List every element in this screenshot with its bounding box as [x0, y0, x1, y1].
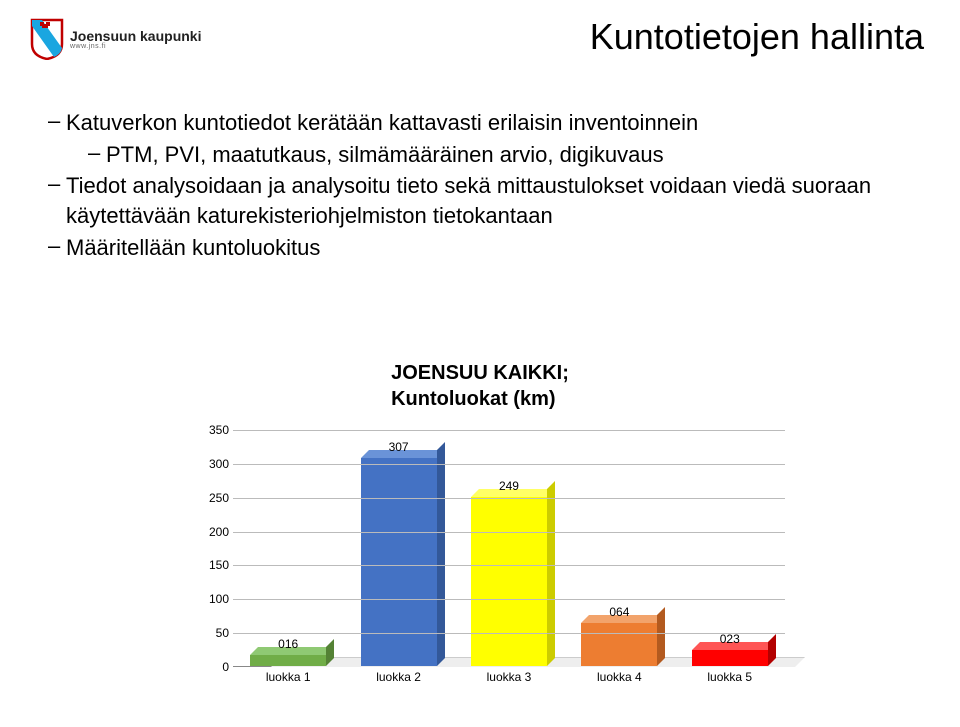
bar-side-face — [768, 634, 776, 666]
bullet-1a: – PTM, PVI, maatutkaus, silmämääräinen a… — [88, 140, 912, 170]
bar-value-label: 023 — [692, 632, 768, 646]
y-tick-label: 0 — [222, 660, 229, 674]
grid-line — [233, 464, 785, 465]
grid-line — [233, 532, 785, 533]
grid-line — [233, 599, 785, 600]
plot-area: 016 307 249 064 023 — [233, 430, 785, 667]
chart-title-line1: JOENSUU KAIKKI; — [391, 360, 569, 386]
chart-title-line2: Kuntoluokat (km) — [391, 386, 569, 412]
x-tick-label: luokka 2 — [361, 670, 437, 684]
bar-value-label: 064 — [581, 605, 657, 619]
dash-icon: – — [88, 140, 106, 166]
dash-icon: – — [48, 108, 66, 134]
bar-value-label: 249 — [471, 479, 547, 493]
bar-value-label: 307 — [361, 440, 437, 454]
x-tick-label: luokka 4 — [581, 670, 657, 684]
y-tick-label: 350 — [209, 423, 229, 437]
y-tick-label: 250 — [209, 491, 229, 505]
content-block: – Katuverkon kuntotiedot kerätään kattav… — [48, 108, 912, 264]
bullet-3: – Määritellään kuntoluokitus — [48, 233, 912, 263]
chart-title: JOENSUU KAIKKI; Kuntoluokat (km) — [391, 360, 569, 412]
page-title: Kuntotietojen hallinta — [590, 16, 924, 58]
bar: 016 — [250, 655, 326, 666]
y-tick-label: 300 — [209, 457, 229, 471]
y-axis: 050100150200250300350 — [195, 430, 233, 667]
bar-slot: 023 — [692, 650, 768, 666]
bar-side-face — [326, 639, 334, 666]
dash-icon: – — [48, 171, 66, 197]
x-tick-label: luokka 5 — [692, 670, 768, 684]
logo: Joensuun kaupunki www.jns.fi — [30, 18, 201, 60]
bullet-3-text: Määritellään kuntoluokitus — [66, 233, 912, 263]
bar: 064 — [581, 623, 657, 666]
bullet-2: – Tiedot analysoidaan ja analysoitu tiet… — [48, 171, 912, 230]
bullet-1: – Katuverkon kuntotiedot kerätään kattav… — [48, 108, 912, 138]
bullet-1a-text: PTM, PVI, maatutkaus, silmämääräinen arv… — [106, 140, 912, 170]
bar-slot: 307 — [361, 458, 437, 666]
bar: 307 — [361, 458, 437, 666]
bullet-2-text: Tiedot analysoidaan ja analysoitu tieto … — [66, 171, 912, 230]
y-tick-label: 50 — [216, 626, 229, 640]
bar-side-face — [547, 481, 555, 666]
dash-icon: – — [48, 233, 66, 259]
chart: 050100150200250300350 016307249064023 lu… — [195, 430, 785, 710]
x-axis-labels: luokka 1 luokka 2 luokka 3 luokka 4 luokka 5 — [233, 670, 785, 684]
y-tick-label: 100 — [209, 592, 229, 606]
x-tick-label: luokka 1 — [250, 670, 326, 684]
bar: 249 — [471, 497, 547, 666]
bar: 023 — [692, 650, 768, 666]
bar-slot: 016 — [250, 655, 326, 666]
logo-url: www.jns.fi — [70, 43, 201, 50]
bar-slot: 249 — [471, 497, 547, 666]
y-tick-label: 200 — [209, 525, 229, 539]
y-tick-label: 150 — [209, 558, 229, 572]
logo-text: Joensuun kaupunki www.jns.fi — [70, 29, 201, 50]
grid-line — [233, 633, 785, 634]
bar-value-label: 016 — [250, 637, 326, 651]
x-tick-label: luokka 3 — [471, 670, 547, 684]
grid-line — [233, 430, 785, 431]
bar-side-face — [657, 607, 665, 666]
grid-line — [233, 565, 785, 566]
logo-main-text: Joensuun kaupunki — [70, 29, 201, 43]
logo-shield-icon — [30, 18, 64, 60]
bars-container: 016 307 249 064 023 — [233, 430, 785, 666]
grid-line — [233, 498, 785, 499]
bullet-1-text: Katuverkon kuntotiedot kerätään kattavas… — [66, 108, 912, 138]
bar-slot: 064 — [581, 623, 657, 666]
